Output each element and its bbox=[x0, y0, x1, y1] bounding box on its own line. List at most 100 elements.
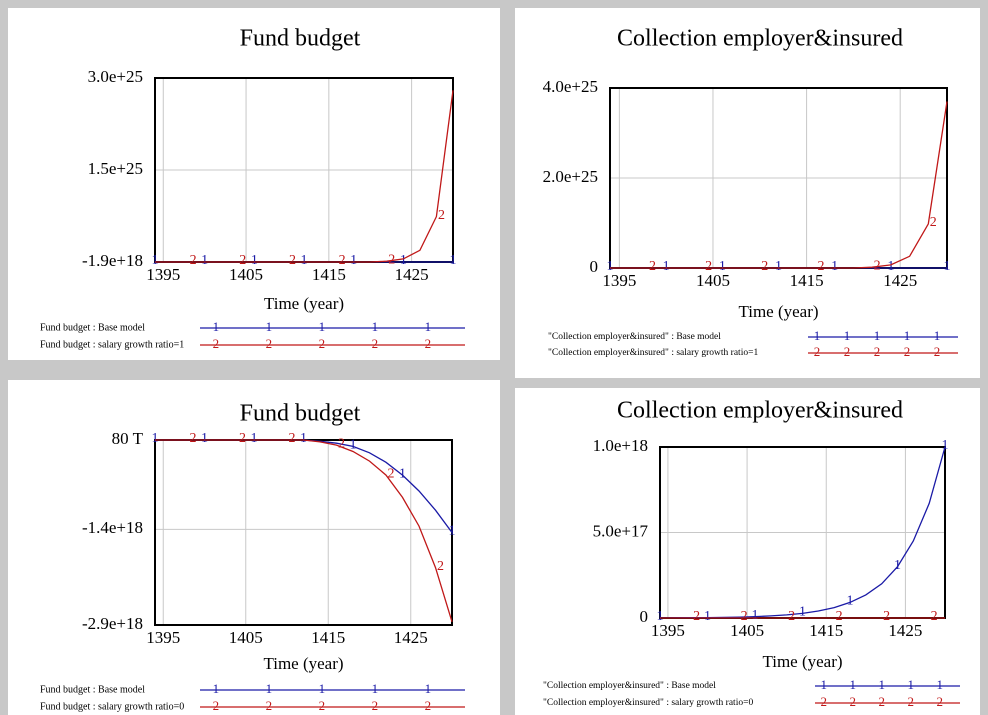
legend-marker: 2 bbox=[844, 344, 851, 359]
legend-marker: 2 bbox=[372, 698, 379, 713]
line-marker: 2 bbox=[817, 259, 824, 274]
x-tick-label: 1405 bbox=[229, 265, 263, 284]
legend-marker: 1 bbox=[213, 319, 220, 334]
legend-label: "Collection employer&insured" : Base mod… bbox=[548, 332, 721, 342]
line-marker: 1 bbox=[799, 605, 806, 620]
line-marker: 2 bbox=[693, 609, 700, 624]
line-marker: 2 bbox=[437, 559, 444, 574]
legend-marker: 1 bbox=[372, 319, 379, 334]
line-marker: 1 bbox=[704, 609, 711, 624]
line-marker: 2 bbox=[289, 253, 296, 268]
line-marker: 2 bbox=[705, 259, 712, 274]
legend-marker: 2 bbox=[814, 344, 821, 359]
line-marker: 2 bbox=[874, 258, 881, 273]
y-tick-label: 0 bbox=[590, 257, 599, 276]
plot-area bbox=[155, 440, 452, 625]
y-tick-label: 3.0e+25 bbox=[88, 67, 143, 86]
line-marker: 2 bbox=[190, 253, 197, 268]
line-marker: 1 bbox=[847, 594, 854, 609]
x-tick-label: 1415 bbox=[312, 265, 346, 284]
line-marker: 1 bbox=[942, 438, 949, 453]
legend-marker: 1 bbox=[319, 319, 326, 334]
line-marker: 1 bbox=[657, 609, 664, 624]
line-marker: 1 bbox=[300, 431, 307, 446]
line-marker: 1 bbox=[775, 259, 782, 274]
legend-marker: 2 bbox=[319, 698, 326, 713]
legend-marker: 2 bbox=[372, 336, 379, 351]
legend-marker: 1 bbox=[907, 677, 914, 692]
chart-title: Fund budget bbox=[240, 26, 361, 52]
line-marker: 2 bbox=[239, 253, 246, 268]
legend-marker: 2 bbox=[213, 698, 220, 713]
line-marker: 2 bbox=[930, 215, 937, 230]
x-axis-label: Time (year) bbox=[263, 654, 343, 673]
legend-label: "Collection employer&insured" : salary g… bbox=[543, 698, 753, 708]
line-marker: 2 bbox=[931, 609, 938, 624]
line-marker: 1 bbox=[152, 253, 159, 268]
y-tick-label: 1.0e+18 bbox=[593, 436, 648, 455]
y-tick-label: 80 T bbox=[112, 429, 144, 448]
y-tick-label: 1.5e+25 bbox=[88, 159, 143, 178]
legend-marker: 2 bbox=[874, 344, 881, 359]
y-tick-label: 5.0e+17 bbox=[593, 521, 649, 540]
x-tick-label: 1405 bbox=[696, 271, 730, 290]
legend-marker: 1 bbox=[266, 319, 273, 334]
legend-marker: 1 bbox=[844, 328, 851, 343]
line-marker: 1 bbox=[752, 608, 759, 623]
legend-marker: 1 bbox=[849, 677, 856, 692]
legend-marker: 2 bbox=[936, 694, 943, 709]
legend-marker: 2 bbox=[425, 698, 432, 713]
series-line bbox=[610, 101, 948, 269]
x-tick-label: 1425 bbox=[395, 265, 429, 284]
chart-title: Collection employer&insured bbox=[617, 26, 903, 52]
legend-label: "Collection employer&insured" : Base mod… bbox=[543, 681, 716, 691]
line-marker: 2 bbox=[438, 208, 445, 223]
legend-label: Fund budget : salary growth ratio=1 bbox=[40, 339, 184, 350]
legend-label: Fund budget : Base model bbox=[40, 684, 145, 695]
line-marker: 2 bbox=[836, 609, 843, 624]
legend-marker: 1 bbox=[820, 677, 827, 692]
legend-marker: 1 bbox=[814, 328, 821, 343]
line-marker: 1 bbox=[719, 259, 726, 274]
series-line bbox=[155, 90, 454, 263]
legend-marker: 1 bbox=[425, 681, 432, 696]
line-marker: 2 bbox=[289, 431, 296, 446]
line-marker: 2 bbox=[190, 431, 197, 446]
line-marker: 2 bbox=[339, 253, 346, 268]
chart-title: Collection employer&insured bbox=[617, 398, 903, 424]
line-marker: 2 bbox=[761, 259, 768, 274]
legend-marker: 2 bbox=[319, 336, 326, 351]
line-marker: 1 bbox=[944, 259, 951, 274]
legend-marker: 2 bbox=[849, 694, 856, 709]
x-tick-label: 1395 bbox=[651, 621, 685, 640]
chart-title: Fund budget bbox=[240, 401, 361, 427]
legend-marker: 1 bbox=[425, 319, 432, 334]
legend-marker: 2 bbox=[934, 344, 941, 359]
x-tick-label: 1405 bbox=[730, 621, 764, 640]
legend-marker: 1 bbox=[266, 681, 273, 696]
x-tick-label: 1395 bbox=[146, 265, 180, 284]
legend-marker: 2 bbox=[425, 336, 432, 351]
line-marker: 2 bbox=[239, 431, 246, 446]
line-marker: 1 bbox=[894, 558, 901, 573]
x-tick-label: 1415 bbox=[790, 271, 824, 290]
line-marker: 1 bbox=[831, 259, 838, 274]
line-marker: 1 bbox=[201, 253, 208, 268]
y-tick-label: -1.4e+18 bbox=[82, 518, 143, 537]
legend-marker: 2 bbox=[213, 336, 220, 351]
line-marker: 2 bbox=[741, 609, 748, 624]
line-marker: 1 bbox=[201, 431, 208, 446]
y-tick-label: 0 bbox=[640, 607, 649, 626]
x-axis-label: Time (year) bbox=[762, 652, 842, 671]
x-tick-label: 1425 bbox=[883, 271, 917, 290]
line-marker: 1 bbox=[663, 259, 670, 274]
line-marker: 1 bbox=[301, 253, 308, 268]
legend-label: Fund budget : Base model bbox=[40, 322, 145, 333]
line-marker: 1 bbox=[350, 438, 357, 453]
line-marker: 1 bbox=[152, 431, 159, 446]
line-marker: 1 bbox=[350, 253, 357, 268]
line-marker: 2 bbox=[388, 466, 395, 481]
legend-marker: 1 bbox=[904, 328, 911, 343]
legend-marker: 2 bbox=[907, 694, 914, 709]
